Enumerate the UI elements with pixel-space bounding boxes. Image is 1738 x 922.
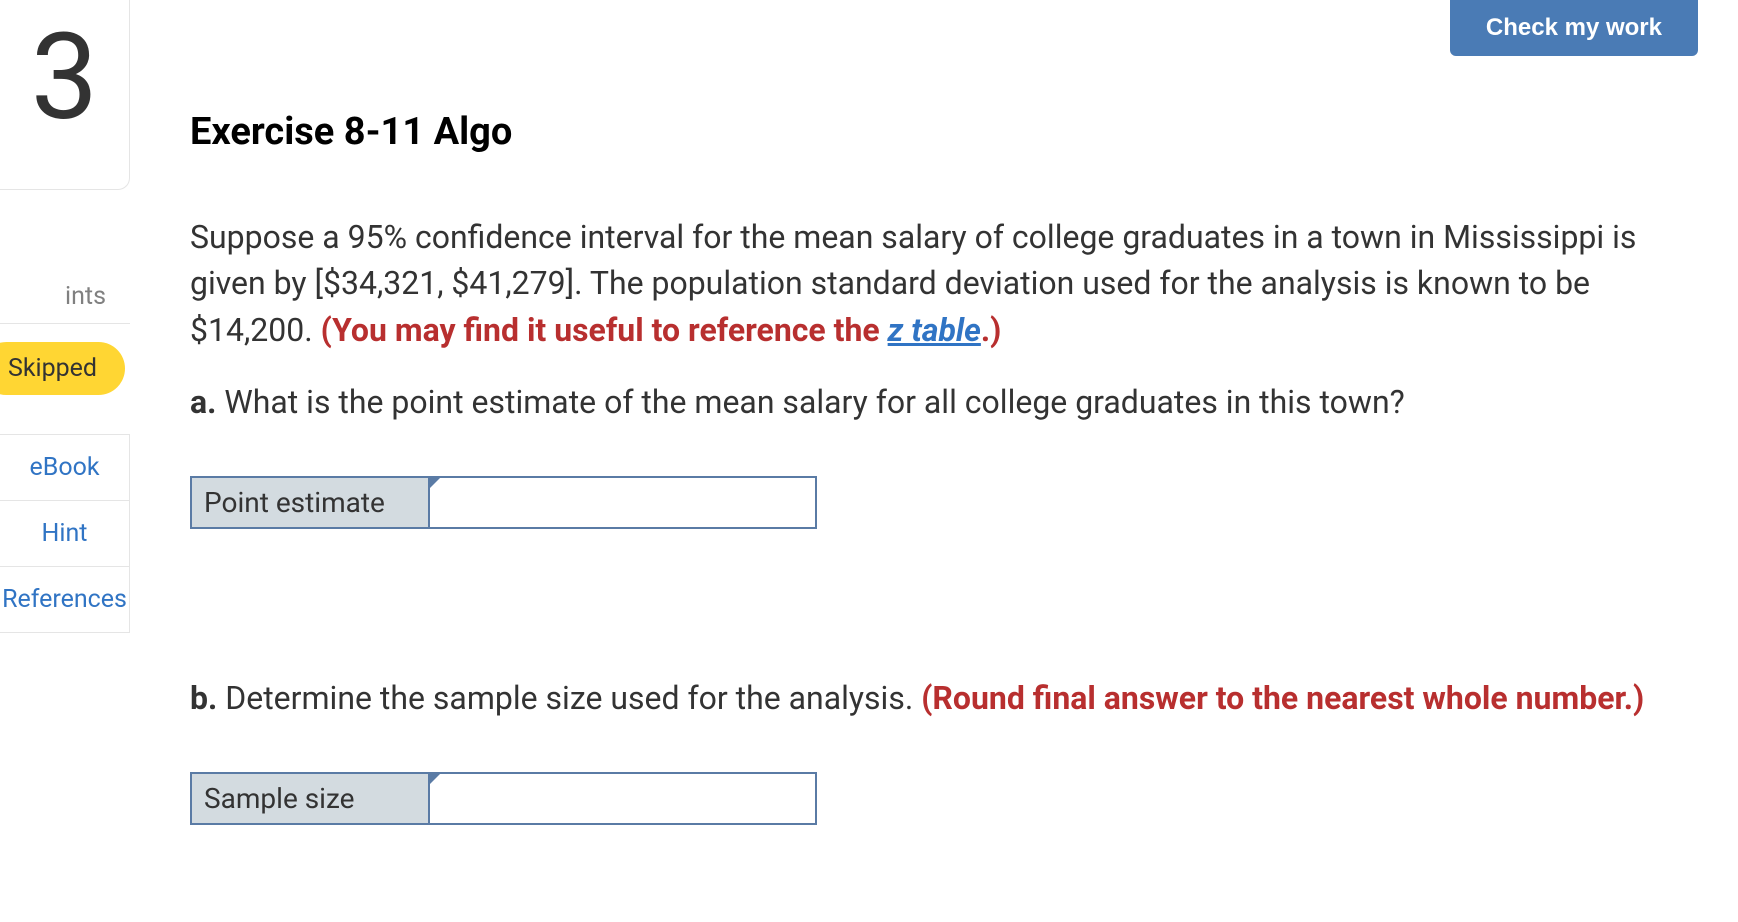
question-a-text: What is the point estimate of the mean s… bbox=[216, 383, 1404, 421]
exercise-title: Exercise 8-11 Algo bbox=[190, 110, 1680, 154]
check-my-work-button[interactable]: Check my work bbox=[1450, 0, 1698, 56]
sidebar: ints Skipped eBook Hint References bbox=[0, 270, 130, 633]
skipped-badge: Skipped bbox=[0, 342, 125, 395]
question-b-round-hint: (Round final answer to the nearest whole… bbox=[921, 679, 1644, 717]
ebook-link[interactable]: eBook bbox=[0, 434, 130, 501]
points-label: ints bbox=[0, 270, 130, 324]
question-b-letter: b. bbox=[190, 679, 217, 717]
z-table-link[interactable]: z table bbox=[888, 311, 981, 349]
point-estimate-input[interactable] bbox=[430, 478, 815, 527]
question-a-letter: a. bbox=[190, 383, 216, 421]
sample-size-row: Sample size bbox=[190, 772, 1680, 825]
z-table-link-text: z table bbox=[888, 311, 981, 349]
point-estimate-label: Point estimate bbox=[190, 476, 430, 529]
question-a: a. What is the point estimate of the mea… bbox=[190, 383, 1680, 421]
reference-hint: (You may find it useful to reference the… bbox=[321, 311, 1002, 349]
point-estimate-input-cell bbox=[430, 476, 817, 529]
question-number: 3 bbox=[31, 18, 98, 189]
content-area: Exercise 8-11 Algo Suppose a 95% confide… bbox=[190, 110, 1680, 825]
problem-statement: Suppose a 95% confidence interval for th… bbox=[190, 214, 1680, 353]
sample-size-label: Sample size bbox=[190, 772, 430, 825]
question-b: b. Determine the sample size used for th… bbox=[190, 679, 1680, 717]
reference-prefix: (You may find it useful to reference the bbox=[321, 311, 888, 349]
sample-size-input-cell bbox=[430, 772, 817, 825]
references-link[interactable]: References bbox=[0, 566, 130, 633]
question-b-text: Determine the sample size used for the a… bbox=[217, 679, 921, 717]
question-number-card: 3 bbox=[0, 0, 130, 190]
sample-size-input[interactable] bbox=[430, 774, 815, 823]
hint-link[interactable]: Hint bbox=[0, 500, 130, 567]
reference-suffix: .) bbox=[981, 311, 1002, 349]
point-estimate-row: Point estimate bbox=[190, 476, 1680, 529]
